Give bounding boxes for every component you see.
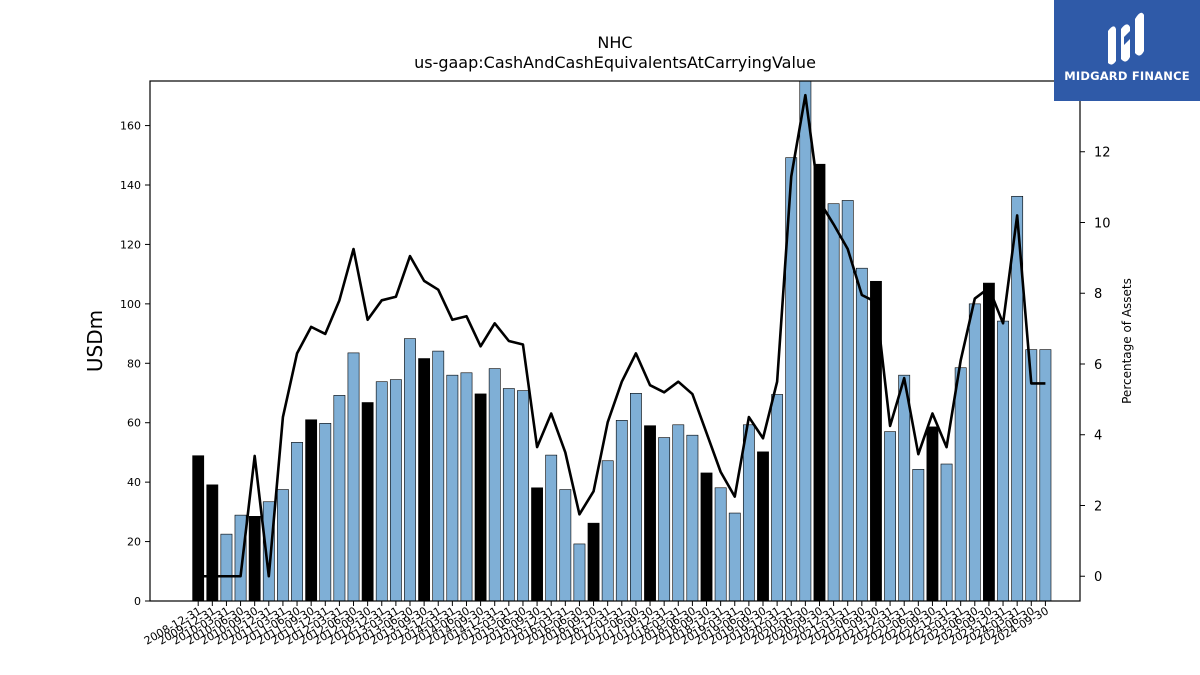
bar-2020-09-30 [813, 163, 826, 602]
logo-mark-icon [1108, 12, 1144, 65]
bar-2011-12-31 [319, 423, 332, 602]
bar-2008-12-31 [192, 455, 205, 602]
bar-2014-03-31 [446, 374, 459, 602]
bar-2011-03-31 [277, 489, 289, 602]
bar-2015-03-31 [502, 388, 515, 602]
bar-2018-03-31 [672, 424, 685, 602]
bar-2018-06-30 [686, 434, 699, 602]
bar-2021-06-30 [855, 267, 868, 602]
bar-2010-03-31 [220, 533, 233, 602]
y-tick-label: 40 [127, 476, 141, 489]
bar-2014-12-31 [488, 368, 501, 602]
bar-2018-09-30 [700, 472, 713, 602]
bar-2012-12-31 [375, 381, 388, 602]
plot-frame [149, 80, 1081, 602]
bar-2019-12-31 [771, 394, 784, 602]
brand-logo: MIDGARD FINANCE [1054, 0, 1200, 101]
bar-2013-03-31 [389, 379, 402, 602]
y2-tick-label: 10 [1094, 216, 1111, 231]
bar-2019-09-30 [757, 451, 769, 602]
bar-2024-06-30 [1025, 349, 1038, 602]
bar-2013-12-31 [432, 350, 445, 602]
axes-group: 0204060801001201401600246810122008-12-31… [120, 80, 1111, 648]
bar-2014-09-30 [474, 393, 487, 602]
bar-2022-06-30 [912, 469, 925, 602]
bar-2018-12-31 [714, 487, 727, 602]
bar-2022-09-30 [926, 426, 939, 602]
y-tick-label: 80 [127, 357, 141, 370]
bar-2023-12-31 [997, 320, 1009, 602]
bar-2012-09-30 [361, 402, 374, 602]
bar-2017-12-31 [658, 437, 671, 602]
y2-tick-label: 4 [1094, 429, 1102, 444]
y-tick-label: 60 [127, 417, 141, 430]
bar-2016-06-30 [573, 543, 586, 602]
y-tick-label: 20 [127, 536, 141, 549]
bar-2017-06-30 [630, 392, 642, 602]
y2-axis-label: Percentage of Assets [1120, 278, 1134, 404]
bar-2016-03-31 [559, 489, 572, 602]
bar-2020-12-31 [827, 203, 840, 602]
y-axis-label: USDm [83, 310, 107, 372]
bar-2013-09-30 [418, 358, 431, 602]
bar-2017-03-31 [615, 420, 628, 602]
y-tick-label: 160 [120, 120, 141, 133]
bar-2015-09-30 [531, 487, 543, 602]
bar-2022-03-31 [898, 374, 911, 602]
bar-2016-09-30 [587, 522, 600, 602]
line-percentage-of-assets [198, 93, 1046, 578]
bar-2014-06-30 [460, 372, 473, 602]
bar-2015-06-30 [517, 390, 529, 602]
bar-group [192, 80, 1052, 602]
y-tick-label: 120 [120, 238, 141, 251]
logo-brand-text: MIDGARD FINANCE [1064, 69, 1190, 83]
y2-tick-label: 6 [1094, 358, 1102, 373]
bar-2023-06-30 [968, 303, 981, 602]
bar-2011-06-30 [291, 442, 303, 602]
y-tick-label: 0 [134, 595, 141, 608]
chart-subtitle: us-gaap:CashAndCashEquivalentsAtCarrying… [414, 53, 816, 72]
chart-title: NHC [597, 33, 632, 52]
bar-2012-06-30 [347, 352, 360, 602]
y2-tick-label: 2 [1094, 499, 1102, 514]
bar-2010-09-30 [248, 516, 261, 602]
y-tick-label: 140 [120, 179, 141, 192]
bar-2009-12-31 [206, 484, 219, 602]
y-tick-label: 100 [120, 298, 141, 311]
bar-2024-09-30 [1039, 349, 1052, 602]
bar-2023-03-31 [954, 367, 967, 602]
bar-2013-06-30 [404, 338, 416, 602]
bar-2017-09-30 [644, 425, 656, 602]
line-group [198, 93, 1046, 578]
bar-2022-12-31 [940, 463, 953, 602]
y2-tick-label: 0 [1094, 570, 1102, 585]
y2-tick-label: 8 [1094, 287, 1102, 302]
bar-2010-06-30 [234, 514, 247, 602]
y2-tick-label: 12 [1094, 146, 1111, 161]
bar-2021-12-31 [884, 431, 896, 602]
bar-2015-12-31 [545, 454, 558, 602]
bar-2019-06-30 [742, 424, 755, 602]
bar-2023-09-30 [983, 282, 995, 602]
bar-2012-03-31 [333, 395, 346, 602]
bar-2019-03-31 [728, 512, 741, 602]
bar-2020-06-30 [799, 80, 812, 602]
bar-2011-09-30 [305, 419, 318, 602]
bar-2016-12-31 [601, 460, 614, 602]
